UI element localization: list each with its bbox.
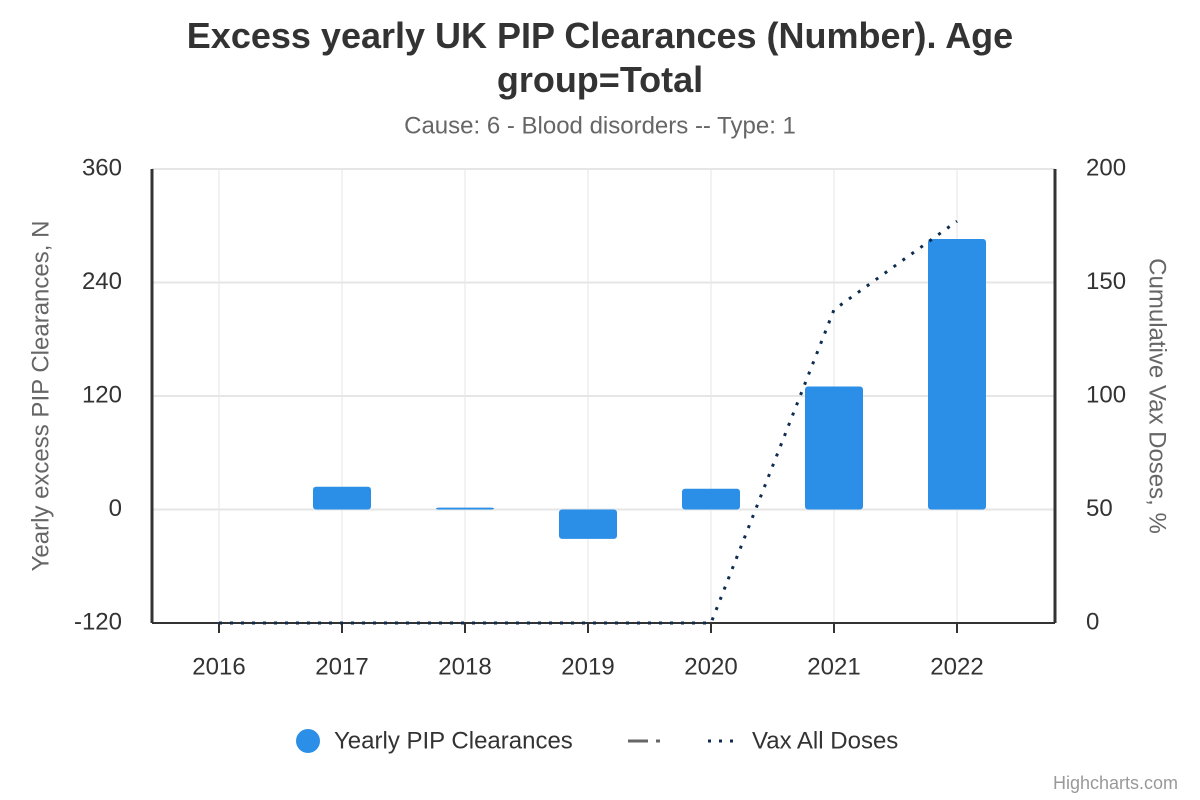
- x-tick-label: 2018: [438, 653, 491, 680]
- chart-subtitle: Cause: 6 - Blood disorders -- Type: 1: [404, 112, 796, 139]
- y2-tick-label: 50: [1086, 495, 1113, 522]
- y-tick-label: 240: [82, 268, 122, 295]
- y-tick-label: 0: [109, 495, 122, 522]
- y-tick-label: 360: [82, 154, 122, 181]
- x-tick-label: 2022: [930, 653, 983, 680]
- x-tick-label: 2020: [684, 653, 737, 680]
- credits: Highcharts.com: [1053, 773, 1178, 793]
- x-tick-label: 2019: [561, 653, 614, 680]
- x-tick-label: 2021: [807, 653, 860, 680]
- y-tick-label: 120: [82, 381, 122, 408]
- x-tick-label: 2016: [192, 653, 245, 680]
- y-tick-label: -120: [74, 608, 122, 635]
- bar: [805, 386, 863, 510]
- y2-axis-label: Cumulative Vax Doses, %: [1144, 258, 1171, 534]
- y2-tick-label: 150: [1086, 268, 1126, 295]
- legend-label: Vax All Doses: [752, 727, 898, 754]
- bar: [928, 238, 986, 510]
- bar: [559, 509, 617, 539]
- legend-label: Yearly PIP Clearances: [334, 727, 573, 754]
- y2-tick-label: 0: [1086, 608, 1099, 635]
- y2-tick-label: 200: [1086, 154, 1126, 181]
- y-axis-label: Yearly excess PIP Clearances, N: [27, 221, 54, 572]
- bar: [313, 486, 371, 510]
- legend-symbol: [296, 729, 320, 753]
- bar: [682, 488, 740, 510]
- chart-title: Excess yearly UK PIP Clearances (Number)…: [187, 15, 1013, 100]
- bar: [436, 507, 494, 510]
- x-tick-label: 2017: [315, 653, 368, 680]
- line: [219, 219, 958, 625]
- y2-tick-label: 100: [1086, 381, 1126, 408]
